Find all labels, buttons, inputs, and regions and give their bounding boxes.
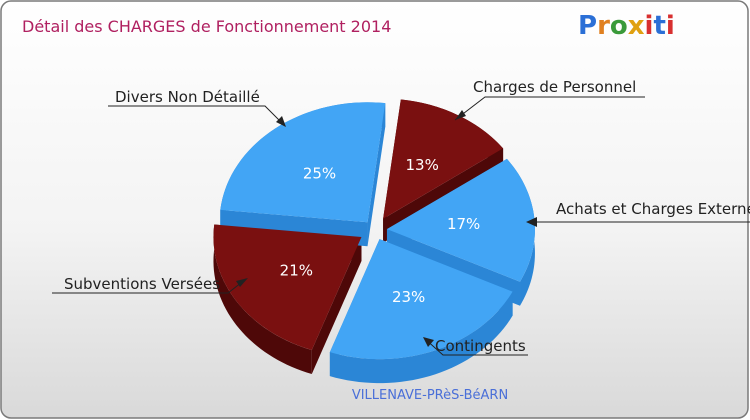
callout-label-divers: Divers Non Détaillé	[115, 88, 260, 106]
pie-label-subventions-versees: 21%	[280, 261, 313, 279]
chart-title: Détail des CHARGES de Fonctionnement 201…	[22, 17, 391, 36]
pie-slice-achats-et-charges-externes	[386, 158, 535, 282]
logo-letter-i1: i	[645, 11, 654, 41]
logo-letter-o: o	[610, 11, 628, 41]
pie-label-achats-et-charges-externes: 17%	[447, 215, 480, 233]
callout-personnel: Charges de Personnel	[454, 78, 645, 121]
logo-letter-t: t	[653, 11, 665, 41]
chart-subtitle: VILLENAVE-PRèS-BéARN	[352, 388, 508, 403]
logo-letter-x: x	[628, 11, 645, 41]
pie-percent-labels: 13% 17% 23% 21% 25%	[280, 156, 481, 306]
pie-slice-subventions-versees	[213, 224, 362, 351]
pie-slice-charges-de-personnel	[383, 99, 504, 219]
pie-slice-side-subventions-versees	[213, 224, 312, 375]
callout-label-subventions: Subventions Versées	[64, 275, 220, 293]
callout-label-personnel: Charges de Personnel	[473, 78, 636, 96]
pie-slice-side-contingents	[329, 291, 513, 384]
pie-tops	[213, 99, 535, 360]
proxiti-logo: Proxiti	[578, 11, 675, 41]
pie-slice-wall-divers-non-detaille-1	[367, 103, 386, 247]
callout-label-achats: Achats et Charges Externes	[556, 200, 750, 218]
pie-slice-contingents	[329, 239, 513, 360]
callouts: Charges de Personnel Achats et Charges E…	[52, 78, 750, 356]
callout-subventions: Subventions Versées	[52, 275, 248, 294]
pie-slice-wall-subventions-versees-0	[311, 236, 362, 375]
pie-label-divers-non-detaille: 25%	[303, 165, 336, 183]
pie-slice-divers-non-detaille	[220, 102, 386, 223]
logo-letters: Proxiti	[578, 11, 675, 41]
logo-letter-r: r	[597, 11, 610, 41]
pie-label-contingents: 23%	[392, 288, 425, 306]
logo-letter-p: P	[578, 11, 597, 41]
callout-divers: Divers Non Détaillé	[108, 88, 286, 127]
logo-letter-i2: i	[666, 11, 675, 41]
callout-label-contingents: Contingents	[435, 337, 526, 355]
callout-achats: Achats et Charges Externes	[526, 200, 750, 227]
pie-label-charges-de-personnel: 13%	[406, 156, 439, 174]
callout-contingents: Contingents	[423, 337, 528, 356]
